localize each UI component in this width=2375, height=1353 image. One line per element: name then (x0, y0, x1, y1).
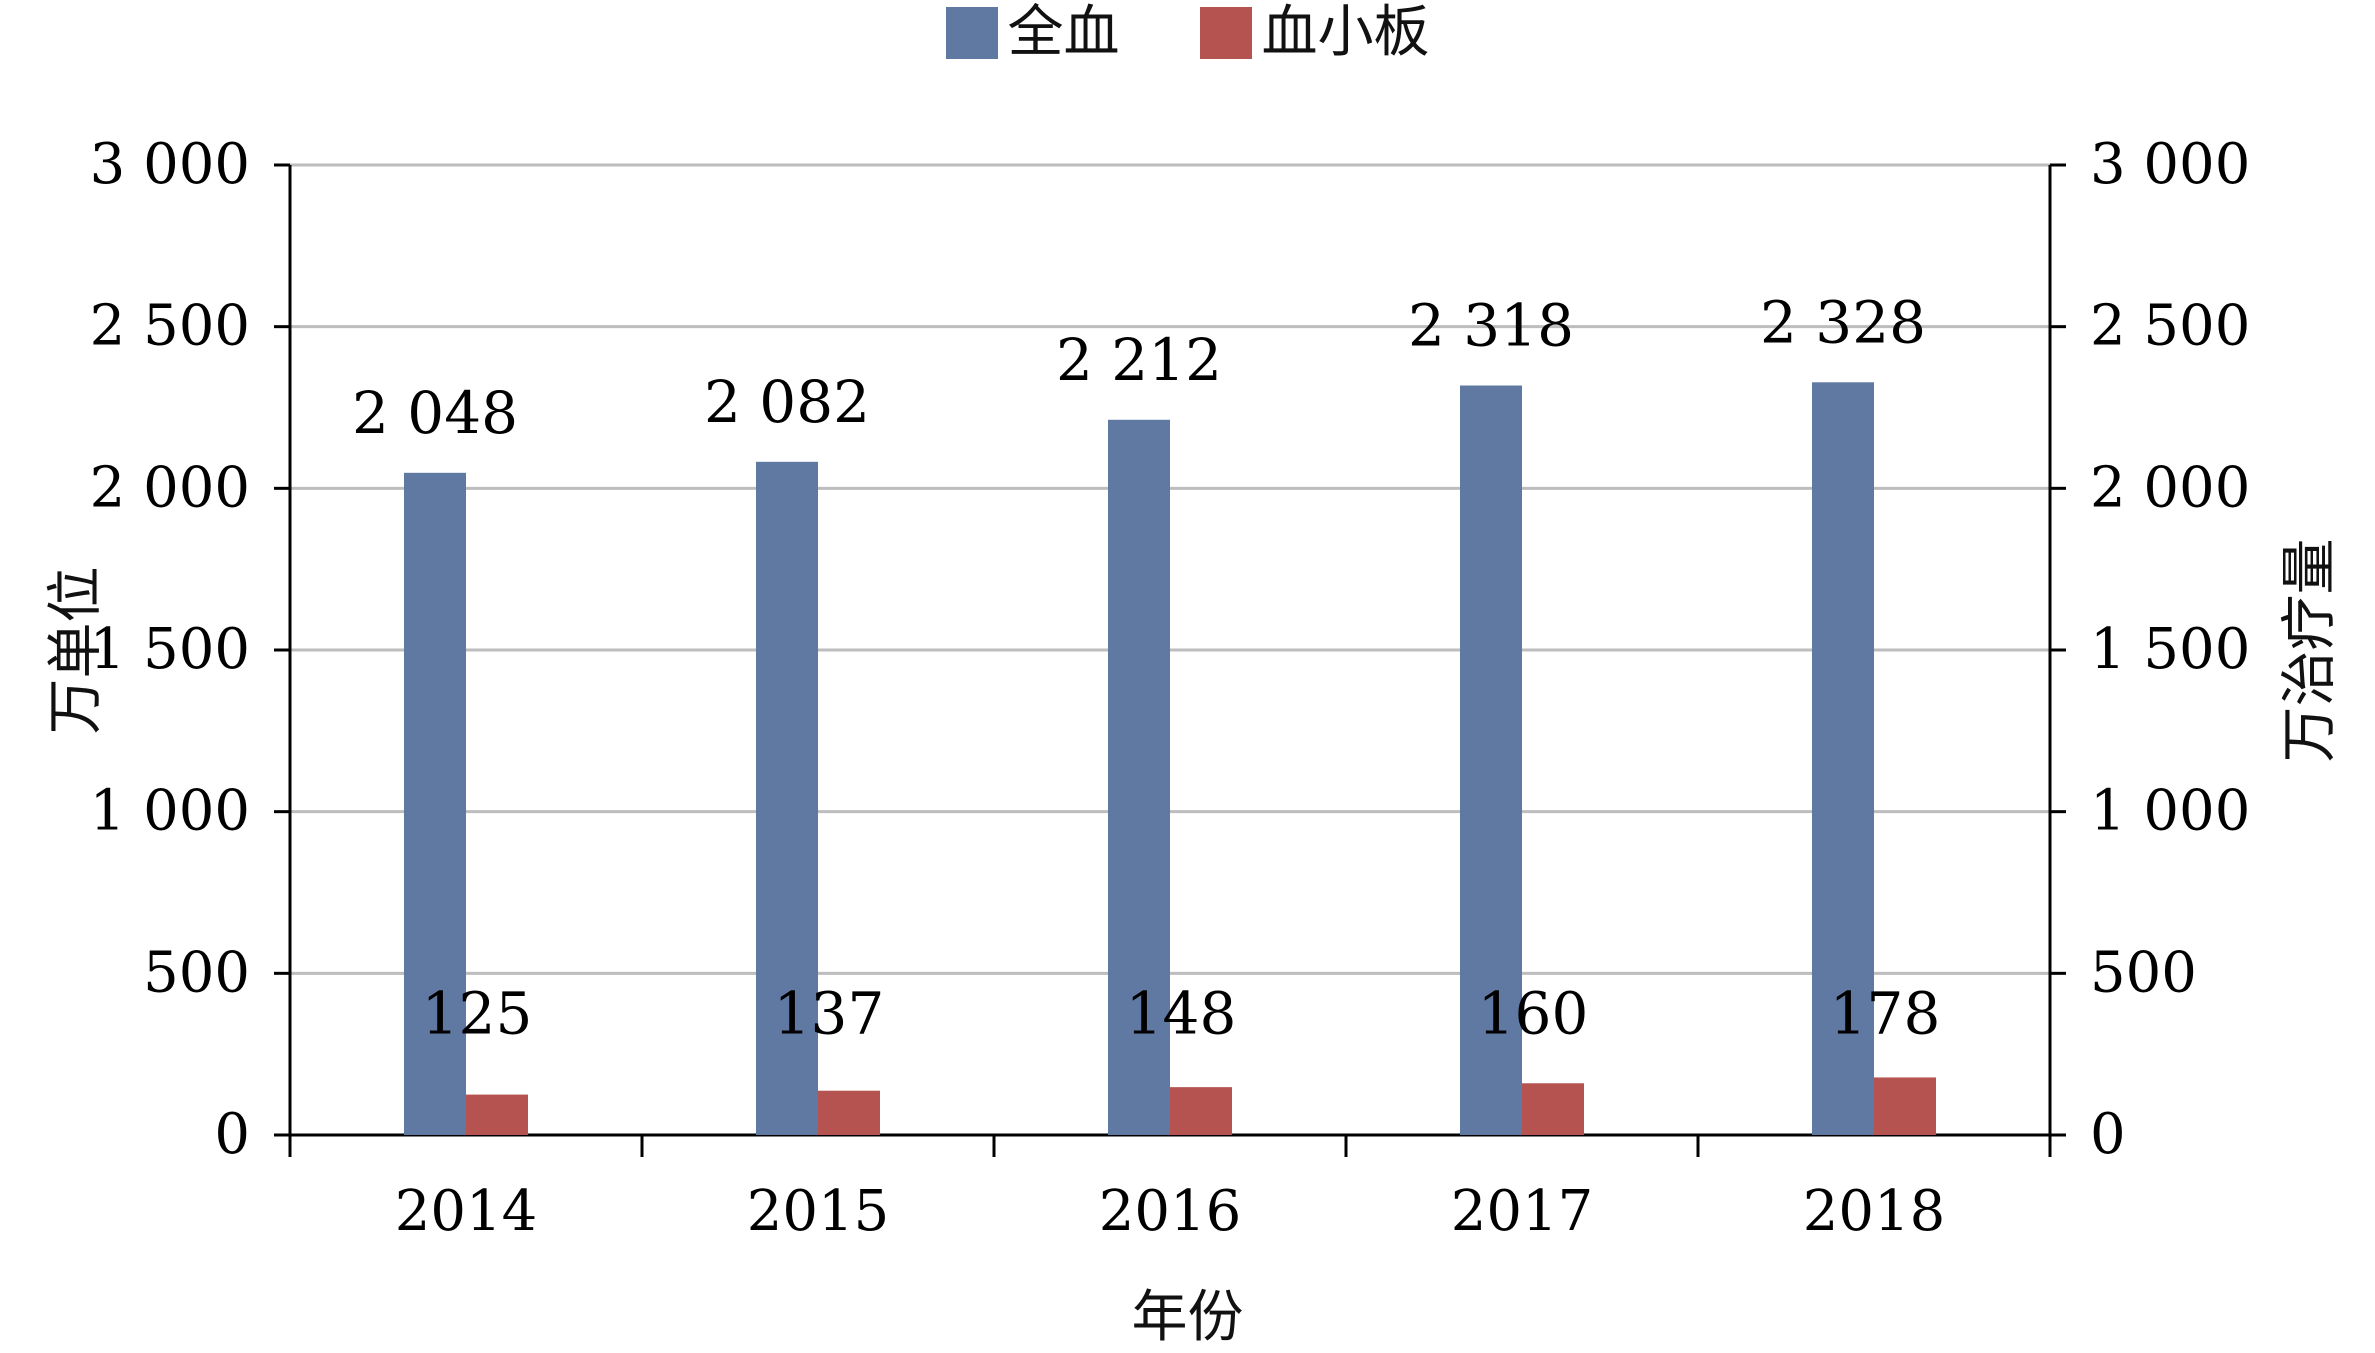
bar-whole-blood (756, 461, 818, 1135)
data-label-platelet: 160 (1478, 979, 1589, 1047)
legend-item-whole-blood: 全血 (945, 0, 1120, 65)
x-tick-label: 2017 (1451, 1179, 1594, 1244)
legend-swatch-whole-blood (945, 7, 998, 59)
legend-label-whole-blood: 全血 (1007, 0, 1120, 65)
x-tick-label: 2018 (1803, 1179, 1946, 1244)
y-tick-label-right: 0 (2090, 1102, 2126, 1167)
x-tick-label: 2016 (1099, 1179, 1242, 1244)
x-tick-label: 2015 (747, 1179, 890, 1244)
y-tick-label-left: 0 (214, 1102, 250, 1167)
y-tick-label-right: 500 (2090, 940, 2197, 1005)
data-label-whole-blood: 2 048 (352, 379, 518, 447)
y-tick-label-right: 1 500 (2090, 617, 2250, 682)
legend-swatch-platelet (1199, 7, 1252, 59)
bar-platelet (818, 1090, 880, 1135)
y-tick-label-left: 2 000 (90, 455, 250, 520)
y-tick-label-left: 1 500 (90, 617, 250, 682)
x-tick-label: 2014 (395, 1179, 538, 1244)
bar-whole-blood (404, 472, 466, 1135)
data-label-whole-blood: 2 212 (1056, 326, 1222, 394)
data-label-platelet: 178 (1830, 979, 1941, 1047)
bar-platelet (1522, 1083, 1584, 1135)
legend: 全血 血小板 (0, 0, 2375, 66)
legend-item-platelet: 血小板 (1199, 0, 1430, 65)
data-label-platelet: 137 (774, 979, 885, 1047)
bar-whole-blood (1108, 419, 1170, 1136)
data-label-platelet: 148 (1126, 979, 1237, 1047)
y-tick-label-left: 500 (143, 940, 250, 1005)
y-tick-label-left: 2 500 (90, 294, 250, 359)
y-axis-title-right: 万治疗量 (2277, 538, 2342, 762)
y-tick-label-right: 2 000 (2090, 455, 2250, 520)
legend-label-platelet: 血小板 (1261, 0, 1430, 65)
y-axis-title-left: 万单位 (43, 566, 108, 734)
data-label-platelet: 125 (422, 979, 533, 1047)
y-tick-label-left: 1 000 (90, 779, 250, 844)
data-label-whole-blood: 2 082 (704, 368, 870, 436)
bar-platelet (1170, 1087, 1232, 1135)
bar-whole-blood (1812, 382, 1874, 1135)
data-label-whole-blood: 2 328 (1760, 288, 1926, 356)
bar-platelet (1874, 1077, 1936, 1135)
y-tick-label-left: 3 000 (90, 132, 250, 197)
bar-whole-blood (1460, 385, 1522, 1136)
data-label-whole-blood: 2 318 (1408, 292, 1574, 360)
bar-platelet (466, 1094, 528, 1135)
x-axis-title: 年份 (1131, 1285, 1244, 1350)
y-tick-label-right: 1 000 (2090, 779, 2250, 844)
y-tick-label-right: 2 500 (2090, 294, 2250, 359)
y-tick-label-right: 3 000 (2090, 132, 2250, 197)
